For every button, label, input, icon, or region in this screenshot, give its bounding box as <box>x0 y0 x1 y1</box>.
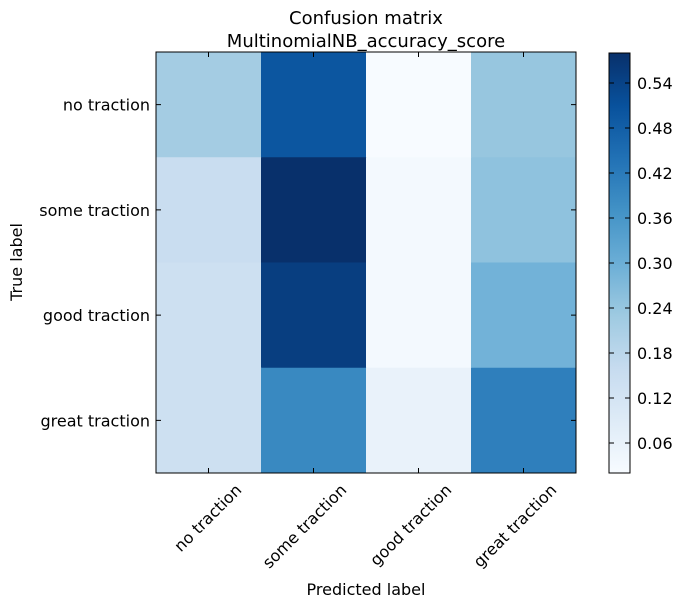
colorbar-tick-label: 0.18 <box>637 344 673 363</box>
chart-title: Confusion matrix <box>289 8 443 29</box>
plot-frame <box>155 51 577 474</box>
heatmap-cell <box>156 367 262 474</box>
colorbar-tick-label: 0.54 <box>637 74 673 93</box>
y-tick-label: no traction <box>63 96 150 115</box>
colorbar-tick-label: 0.42 <box>637 164 673 183</box>
heatmap-cell <box>366 52 472 158</box>
y-axis-ticks: no traction some traction good traction gre… <box>39 96 576 430</box>
x-tick-label: good traction <box>366 480 455 569</box>
heatmap-cell <box>471 262 577 369</box>
heatmap-cell <box>366 262 472 369</box>
chart-subtitle: MultinomialNB_accuracy_score <box>227 31 505 52</box>
heatmap-cell <box>261 52 367 158</box>
heatmap-cell <box>261 262 367 369</box>
x-axis-label: Predicted label <box>307 580 426 599</box>
heatmap-cells <box>156 52 577 474</box>
colorbar-tick-label: 0.06 <box>637 434 673 453</box>
heatmap-cell <box>156 52 262 158</box>
colorbar-tick-label: 0.36 <box>637 209 673 228</box>
y-tick-label: good traction <box>43 306 150 325</box>
y-tick-label: some traction <box>39 201 150 220</box>
heatmap-cell <box>261 367 367 474</box>
heatmap-cell <box>471 52 577 158</box>
heatmap-cell <box>261 157 367 263</box>
colorbar-tick-label: 0.12 <box>637 389 673 408</box>
heatmap-cell <box>366 157 472 263</box>
heatmap-cell <box>471 367 577 474</box>
heatmap-cell <box>156 157 262 263</box>
x-tick-label: no traction <box>170 480 245 555</box>
x-tick-label: great traction <box>469 480 560 571</box>
x-tick-label: some traction <box>259 480 351 572</box>
heatmap-cell <box>156 262 262 369</box>
colorbar-tick-label: 0.24 <box>637 299 673 318</box>
y-axis-label: True label <box>7 223 26 302</box>
colorbar-tick-label: 0.30 <box>637 254 673 273</box>
heatmap-cell <box>366 367 472 474</box>
colorbar-ticks: 0.06 0.12 0.18 0.24 0.30 0.36 0.42 0.48 0.54 <box>609 74 673 453</box>
heatmap-cell <box>471 157 577 263</box>
y-tick-label: great traction <box>41 411 151 430</box>
colorbar-tick-label: 0.48 <box>637 119 673 138</box>
